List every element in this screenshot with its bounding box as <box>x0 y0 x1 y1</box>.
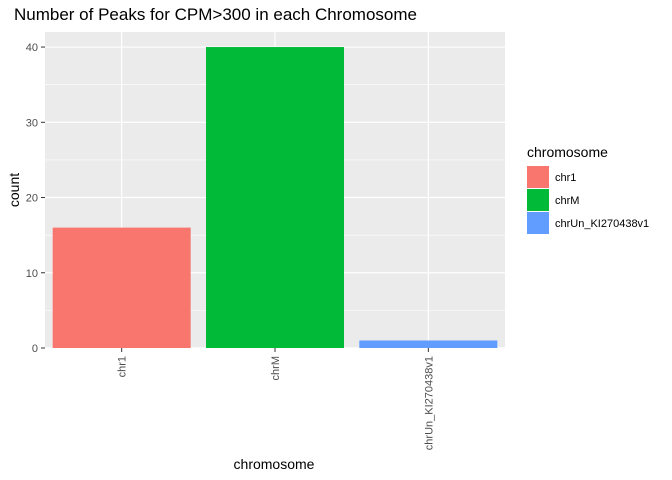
bar-chrm <box>206 47 344 349</box>
y-tick-label: 40 <box>26 42 38 54</box>
legend-label: chrM <box>555 195 579 207</box>
legend-title: chromosome <box>527 144 608 160</box>
legend-key <box>527 166 549 188</box>
y-tick-label: 20 <box>26 193 38 205</box>
x-axis-title: chromosome <box>234 456 315 472</box>
legend: chromosome chr1 chrM chrUn_KI270438v1 <box>527 144 649 234</box>
legend-label: chr1 <box>555 172 576 184</box>
bar-chrun-ki270438v1 <box>359 340 498 348</box>
plot-panel: 0 10 20 30 40 chr1 chrM chrUn_KI270438v1 <box>26 32 505 450</box>
y-tick-label: 10 <box>26 268 38 280</box>
legend-key <box>527 189 549 211</box>
x-tick-label: chr1 <box>117 356 129 377</box>
y-axis-title: count <box>6 173 22 207</box>
y-tick-label: 0 <box>32 343 38 355</box>
x-tick-label: chrM <box>270 356 282 380</box>
bar-chr1 <box>52 227 191 348</box>
chart-title: Number of Peaks for CPM>300 in each Chro… <box>14 5 417 24</box>
x-tick-label: chrUn_KI270438v1 <box>423 356 435 450</box>
y-tick-label: 30 <box>26 117 38 129</box>
legend-key <box>527 212 549 234</box>
legend-label: chrUn_KI270438v1 <box>555 218 649 230</box>
